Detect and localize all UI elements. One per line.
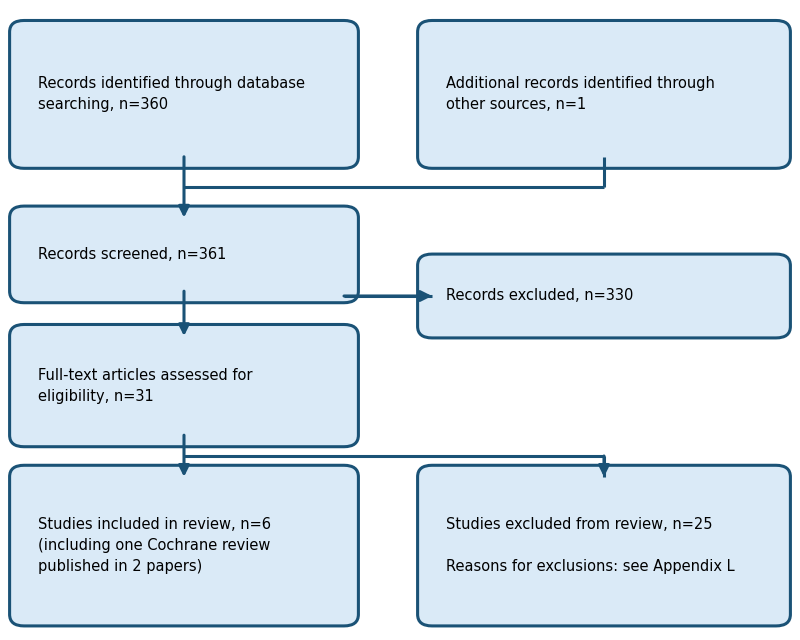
- Text: Records excluded, n=330: Records excluded, n=330: [446, 289, 634, 303]
- Text: Full-text articles assessed for
eligibility, n=31: Full-text articles assessed for eligibil…: [38, 367, 253, 404]
- FancyBboxPatch shape: [10, 206, 358, 303]
- FancyBboxPatch shape: [10, 465, 358, 626]
- Text: Records identified through database
searching, n=360: Records identified through database sear…: [38, 76, 306, 113]
- Text: Additional records identified through
other sources, n=1: Additional records identified through ot…: [446, 76, 715, 113]
- FancyBboxPatch shape: [418, 20, 790, 168]
- FancyBboxPatch shape: [10, 20, 358, 168]
- Text: Records screened, n=361: Records screened, n=361: [38, 247, 226, 262]
- FancyBboxPatch shape: [418, 254, 790, 338]
- Text: Studies excluded from review, n=25

Reasons for exclusions: see Appendix L: Studies excluded from review, n=25 Reaso…: [446, 517, 735, 574]
- FancyBboxPatch shape: [10, 324, 358, 447]
- FancyBboxPatch shape: [418, 465, 790, 626]
- Text: Studies included in review, n=6
(including one Cochrane review
published in 2 pa: Studies included in review, n=6 (includi…: [38, 517, 271, 574]
